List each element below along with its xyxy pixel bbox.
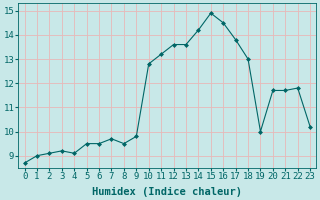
X-axis label: Humidex (Indice chaleur): Humidex (Indice chaleur) <box>92 186 242 197</box>
